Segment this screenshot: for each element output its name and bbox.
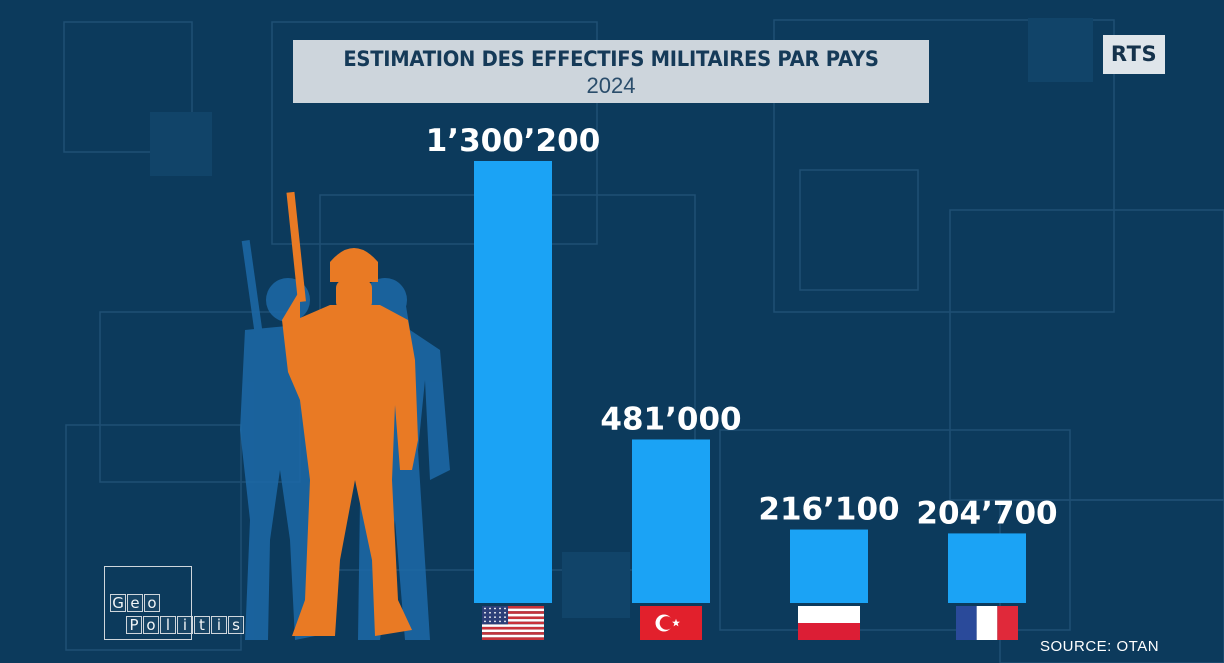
geopolitis-logo-frame [104,566,192,640]
geopolitis-logo-letter: G [110,594,126,612]
data-label-flag-turkey: 481’000 [600,401,741,437]
flag-usa-icon [482,606,544,640]
geopolitis-logo-letter: i [211,616,227,634]
chart-subtitle: 2024 [586,73,636,98]
bar-flag-france [948,533,1026,603]
geopolitis-logo-letter: P [126,616,142,634]
geopolitis-logo-letter: o [143,616,159,634]
geopolitis-logo-letter: o [144,594,160,612]
data-label-flag-poland: 216’100 [758,492,899,528]
flag-france-icon [956,606,1018,640]
chart-title-box: ESTIMATION DES EFFECTIFS MILITAIRES PAR … [293,40,929,103]
data-label-flag-france: 204’700 [916,495,1057,531]
flag-turkey-icon [640,606,702,640]
geopolitis-logo-letter: s [228,616,244,634]
geopolitis-logo-letter: t [194,616,210,634]
bar-flag-poland [790,529,868,603]
geopolitis-logo-letter: l [160,616,176,634]
flag-poland-icon [798,606,860,640]
geopolitis-logo-letter: i [177,616,193,634]
bar-flag-usa [474,161,552,603]
bar-flag-turkey [632,439,710,603]
source-note: SOURCE: OTAN [1040,638,1160,655]
chart-title: ESTIMATION DES EFFECTIFS MILITAIRES PAR … [343,47,879,71]
data-label-flag-usa: 1’300’200 [426,123,601,159]
geopolitis-logo-letter: e [127,594,143,612]
rts-logo: RTS [1103,35,1165,74]
